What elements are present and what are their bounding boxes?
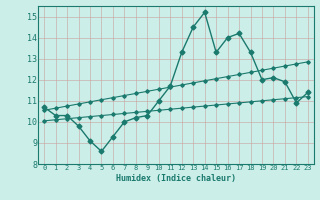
X-axis label: Humidex (Indice chaleur): Humidex (Indice chaleur) (116, 174, 236, 183)
